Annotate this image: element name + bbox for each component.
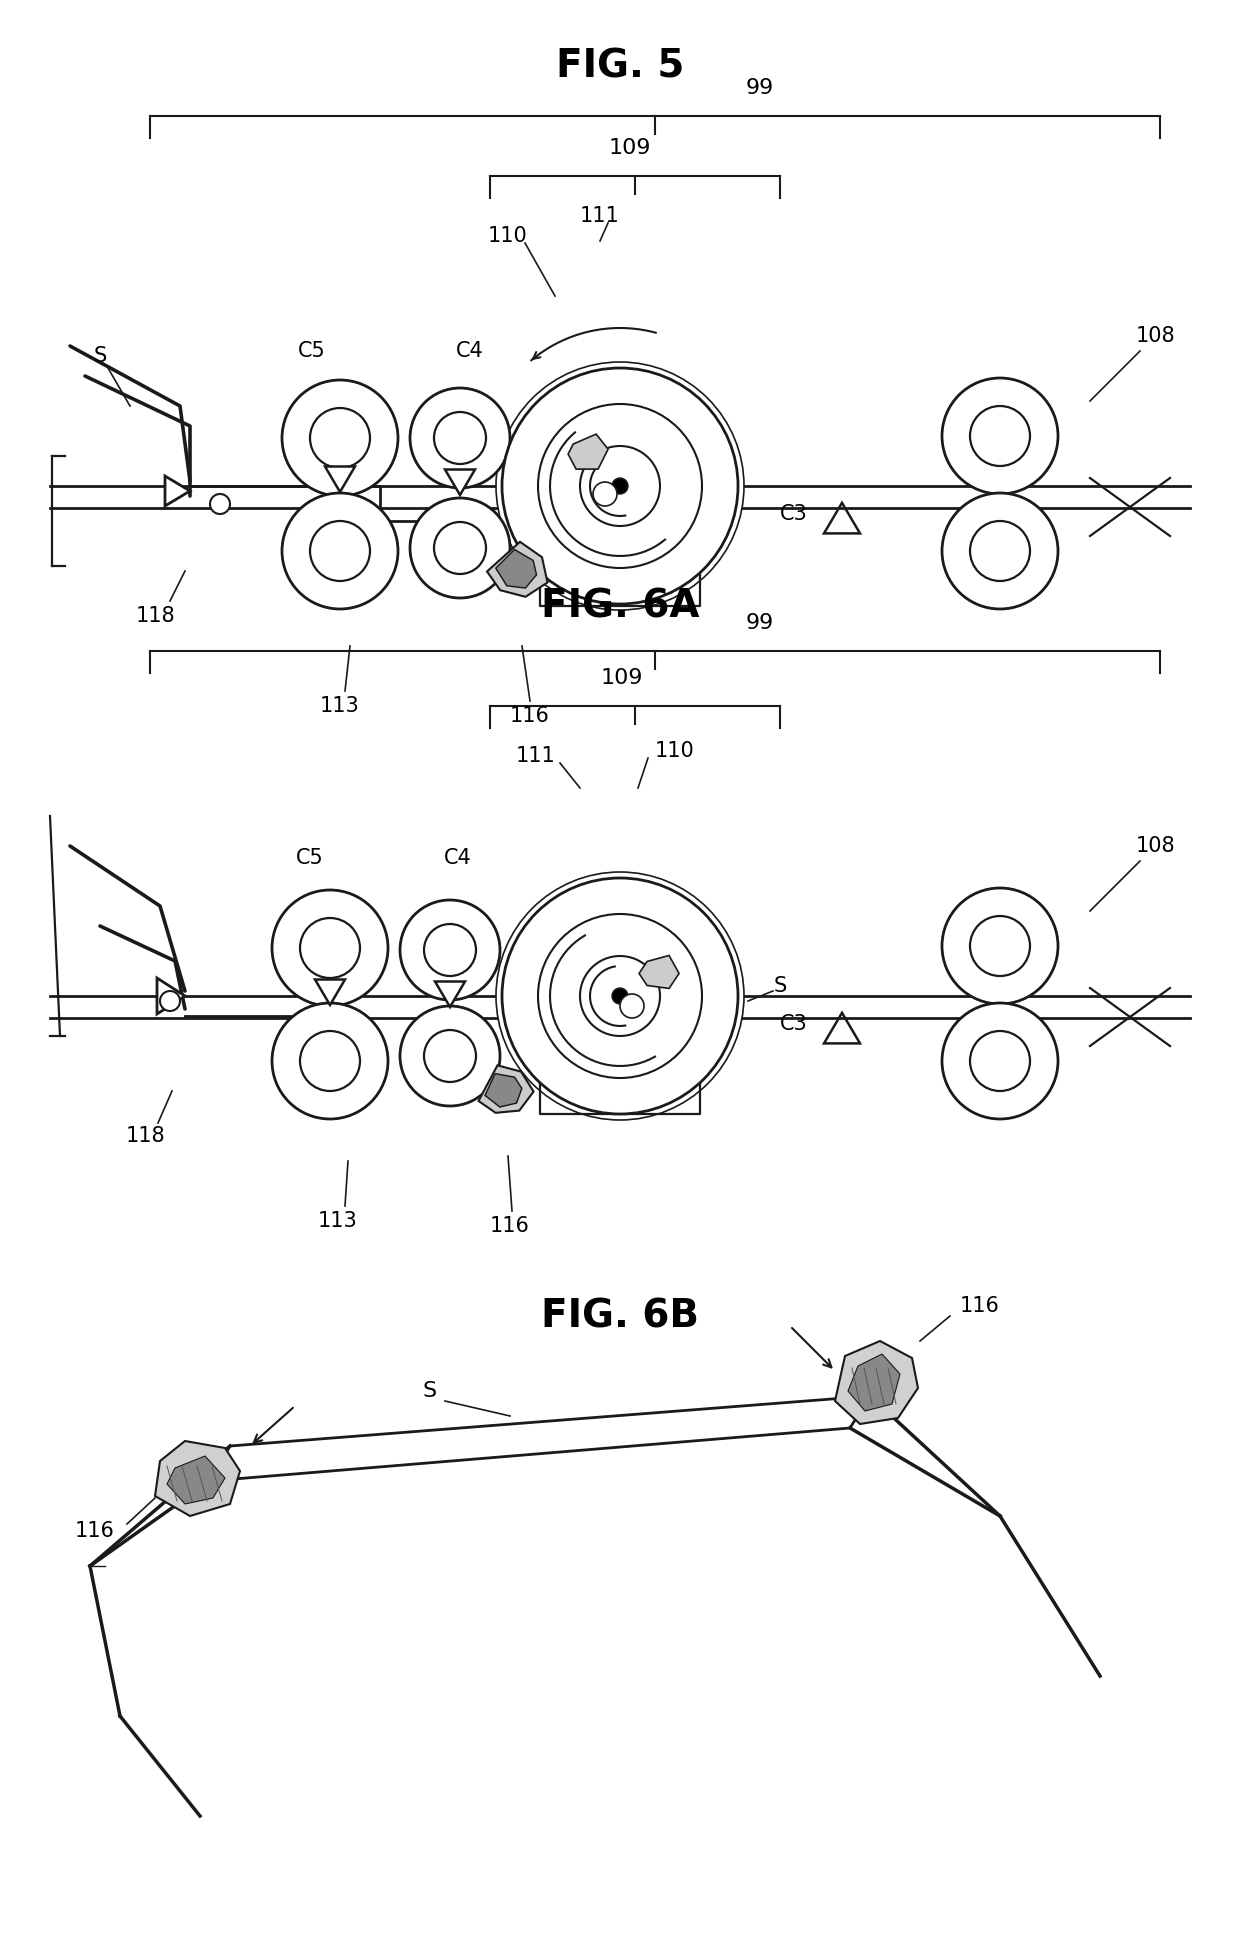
Circle shape bbox=[620, 993, 644, 1018]
Circle shape bbox=[942, 1003, 1058, 1119]
Circle shape bbox=[593, 482, 618, 505]
Text: 99: 99 bbox=[746, 614, 774, 633]
Text: 116: 116 bbox=[76, 1522, 115, 1541]
Text: 116: 116 bbox=[960, 1295, 999, 1316]
Circle shape bbox=[970, 407, 1030, 467]
Circle shape bbox=[300, 918, 360, 978]
Circle shape bbox=[502, 368, 738, 604]
Text: 111: 111 bbox=[516, 745, 556, 767]
Circle shape bbox=[942, 494, 1058, 610]
Text: FIG. 6B: FIG. 6B bbox=[541, 1297, 699, 1336]
Text: 118: 118 bbox=[125, 1127, 165, 1146]
Circle shape bbox=[281, 379, 398, 496]
Circle shape bbox=[310, 521, 370, 581]
Text: 116: 116 bbox=[490, 1216, 529, 1235]
Circle shape bbox=[434, 523, 486, 573]
Text: S: S bbox=[93, 347, 107, 366]
Circle shape bbox=[410, 498, 510, 598]
Text: C5: C5 bbox=[296, 848, 324, 867]
Polygon shape bbox=[157, 978, 185, 1014]
Circle shape bbox=[496, 871, 744, 1121]
Text: S: S bbox=[423, 1380, 436, 1402]
Text: 109: 109 bbox=[609, 137, 651, 159]
Circle shape bbox=[942, 889, 1058, 1005]
Text: 99: 99 bbox=[746, 77, 774, 99]
Circle shape bbox=[580, 956, 660, 1036]
Circle shape bbox=[970, 521, 1030, 581]
Circle shape bbox=[580, 445, 660, 527]
Circle shape bbox=[300, 1032, 360, 1092]
Polygon shape bbox=[568, 434, 608, 469]
Polygon shape bbox=[325, 467, 355, 492]
Circle shape bbox=[434, 412, 486, 465]
Polygon shape bbox=[155, 1440, 241, 1516]
Circle shape bbox=[970, 1032, 1030, 1092]
Polygon shape bbox=[165, 476, 190, 505]
Text: 108: 108 bbox=[1135, 325, 1174, 347]
Circle shape bbox=[538, 405, 702, 567]
Circle shape bbox=[538, 914, 702, 1078]
Text: 118: 118 bbox=[135, 606, 175, 625]
Circle shape bbox=[401, 1007, 500, 1105]
Circle shape bbox=[210, 494, 229, 513]
Circle shape bbox=[272, 891, 388, 1007]
Circle shape bbox=[970, 916, 1030, 976]
Polygon shape bbox=[445, 470, 475, 496]
Circle shape bbox=[424, 1030, 476, 1082]
Text: C4: C4 bbox=[444, 848, 472, 867]
Polygon shape bbox=[435, 982, 465, 1007]
Polygon shape bbox=[639, 956, 680, 989]
Circle shape bbox=[613, 987, 627, 1005]
Text: FIG. 6A: FIG. 6A bbox=[541, 587, 699, 625]
Polygon shape bbox=[835, 1342, 918, 1425]
Text: 113: 113 bbox=[319, 1212, 358, 1231]
Circle shape bbox=[496, 362, 744, 610]
Text: FIG. 5: FIG. 5 bbox=[556, 46, 684, 85]
Polygon shape bbox=[848, 1353, 900, 1411]
Text: C3: C3 bbox=[780, 1014, 808, 1034]
Text: 113: 113 bbox=[320, 697, 360, 716]
Circle shape bbox=[401, 900, 500, 1001]
Text: 108: 108 bbox=[1135, 836, 1174, 856]
Circle shape bbox=[272, 1003, 388, 1119]
Polygon shape bbox=[487, 542, 548, 596]
Circle shape bbox=[942, 378, 1058, 494]
Text: C3: C3 bbox=[780, 503, 808, 525]
Circle shape bbox=[502, 879, 738, 1113]
Circle shape bbox=[410, 387, 510, 488]
Circle shape bbox=[310, 408, 370, 469]
Circle shape bbox=[281, 494, 398, 610]
Polygon shape bbox=[167, 1456, 224, 1504]
Text: 110: 110 bbox=[489, 227, 528, 246]
Text: 110: 110 bbox=[655, 741, 694, 761]
Polygon shape bbox=[496, 550, 537, 589]
Text: C4: C4 bbox=[456, 341, 484, 360]
Circle shape bbox=[160, 991, 180, 1011]
Text: 111: 111 bbox=[580, 205, 620, 227]
Text: S: S bbox=[774, 976, 786, 995]
Text: 109: 109 bbox=[600, 668, 644, 687]
Polygon shape bbox=[479, 1065, 533, 1113]
Text: C5: C5 bbox=[298, 341, 326, 360]
Text: 116: 116 bbox=[510, 707, 549, 726]
Circle shape bbox=[613, 478, 627, 494]
Polygon shape bbox=[485, 1074, 522, 1107]
Circle shape bbox=[424, 923, 476, 976]
Polygon shape bbox=[315, 980, 345, 1005]
